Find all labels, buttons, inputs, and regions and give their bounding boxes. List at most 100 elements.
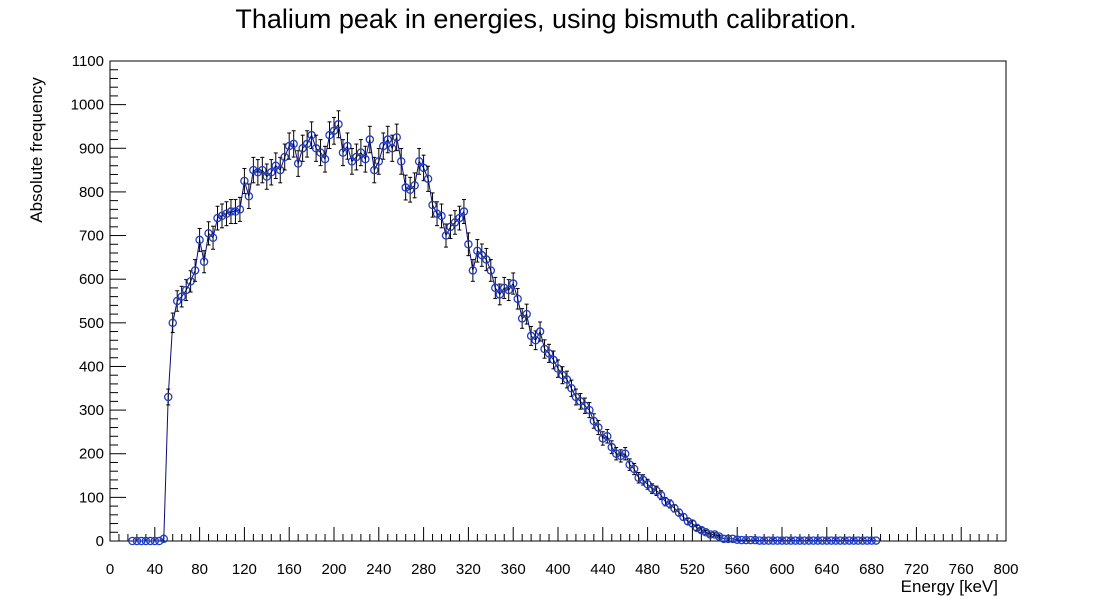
error-bar xyxy=(605,429,610,444)
data-point xyxy=(401,183,410,192)
x-tick-label: 520 xyxy=(680,561,705,578)
error-bar xyxy=(529,325,534,346)
data-point xyxy=(432,209,442,218)
data-point xyxy=(370,165,379,175)
data-point xyxy=(414,157,424,166)
data-point xyxy=(477,250,487,260)
error-bar xyxy=(175,290,180,312)
error-bar xyxy=(511,272,516,295)
data-point xyxy=(755,536,764,545)
data-point xyxy=(410,181,419,190)
error-bar xyxy=(573,388,578,406)
data-point xyxy=(374,157,384,166)
data-point xyxy=(240,176,249,186)
data-point xyxy=(128,536,137,546)
data-point xyxy=(504,285,513,295)
error-bar xyxy=(569,379,574,397)
error-bar xyxy=(202,250,207,274)
error-bar xyxy=(578,393,583,410)
error-bar xyxy=(367,125,372,154)
error-bar xyxy=(246,183,251,210)
error-bar xyxy=(506,279,511,302)
data-point xyxy=(768,536,778,545)
data-point xyxy=(858,536,867,545)
data-point xyxy=(809,536,818,545)
data-point xyxy=(473,246,482,256)
data-point xyxy=(571,392,581,402)
error-bar xyxy=(493,276,498,299)
data-point xyxy=(352,152,361,162)
error-bar xyxy=(251,156,256,184)
data-point xyxy=(800,536,809,545)
data-point xyxy=(665,499,675,509)
data-point xyxy=(208,233,218,242)
y-tick-label: 800 xyxy=(79,184,104,201)
data-point xyxy=(620,449,630,458)
error-bar xyxy=(255,159,260,186)
error-bar xyxy=(430,192,435,218)
data-point xyxy=(244,192,254,201)
data-point xyxy=(773,536,782,545)
data-point xyxy=(396,157,406,166)
x-tick-label: 120 xyxy=(232,561,257,578)
data-point xyxy=(526,331,536,341)
data-point xyxy=(741,535,751,545)
data-point xyxy=(177,292,186,301)
x-tick-label: 720 xyxy=(904,561,929,578)
error-bar xyxy=(332,116,336,145)
error-bar xyxy=(475,239,480,263)
data-point xyxy=(853,536,863,545)
x-tick-label: 600 xyxy=(769,561,794,578)
data-point xyxy=(732,535,742,544)
data-point xyxy=(706,530,715,539)
data-point xyxy=(459,207,469,216)
error-bar xyxy=(179,285,184,308)
data-point xyxy=(553,364,563,373)
data-point xyxy=(379,141,388,151)
data-point xyxy=(562,375,572,384)
error-bar xyxy=(560,366,565,385)
data-point xyxy=(625,460,634,469)
data-point xyxy=(611,449,621,458)
data-point xyxy=(195,235,204,245)
data-point xyxy=(634,473,643,482)
series xyxy=(128,110,881,546)
data-point xyxy=(585,405,594,415)
data-point xyxy=(338,148,348,157)
x-tick-label: 40 xyxy=(146,561,163,578)
error-bar xyxy=(596,420,601,436)
data-point xyxy=(302,139,312,149)
x-tick-label: 360 xyxy=(501,561,526,578)
y-tick-label: 500 xyxy=(79,315,104,332)
x-tick-label: 400 xyxy=(545,561,570,578)
data-point xyxy=(262,172,272,181)
data-point xyxy=(723,534,733,544)
y-tick-label: 400 xyxy=(79,358,104,375)
data-point xyxy=(558,370,567,380)
data-point xyxy=(441,231,451,240)
data-point xyxy=(750,535,760,545)
error-bar xyxy=(193,259,198,282)
data-point xyxy=(217,211,227,221)
data-point xyxy=(383,135,393,144)
y-tick-label: 300 xyxy=(79,402,104,419)
data-point xyxy=(325,130,334,140)
error-bar xyxy=(215,205,220,231)
data-point xyxy=(204,229,213,238)
error-bar xyxy=(269,159,274,186)
x-tick-label: 240 xyxy=(366,561,391,578)
error-bar xyxy=(170,312,175,334)
data-point xyxy=(271,161,281,170)
data-point xyxy=(576,397,585,406)
error-bar xyxy=(372,156,377,184)
data-point xyxy=(329,126,339,136)
data-point xyxy=(629,464,639,474)
error-bar xyxy=(220,203,224,229)
error-bar xyxy=(587,402,592,419)
data-point xyxy=(580,401,590,410)
data-point xyxy=(464,240,473,249)
data-point xyxy=(249,165,258,175)
data-point xyxy=(293,159,303,168)
y-tick-label: 1100 xyxy=(72,53,104,70)
